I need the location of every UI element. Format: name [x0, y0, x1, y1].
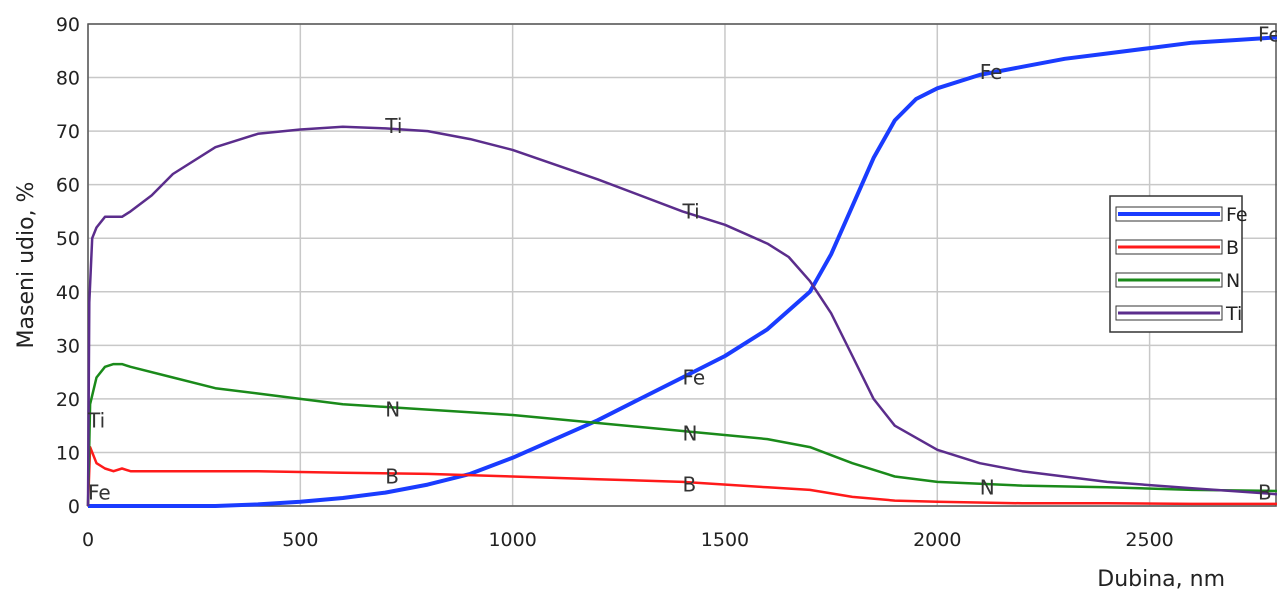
- x-axis-ticks: 0 500 1000 1500 2000 2500: [82, 529, 1174, 551]
- x-tick-label: 500: [282, 529, 318, 551]
- curve-label: B: [1258, 481, 1272, 505]
- y-tick-label: 50: [56, 228, 80, 250]
- x-tick-label: 1000: [488, 529, 536, 551]
- curve-label: Ti: [682, 199, 700, 223]
- curve-label: Fe: [1258, 23, 1277, 47]
- y-tick-label: 70: [56, 121, 80, 143]
- curve-label: Fe: [88, 481, 111, 505]
- curve-label: B: [385, 465, 399, 489]
- y-tick-label: 60: [56, 175, 80, 197]
- x-axis-title: Dubina, nm: [1097, 567, 1225, 592]
- y-tick-label: 40: [56, 282, 80, 304]
- legend-label: Ti: [1225, 303, 1242, 325]
- series-line-ti: [88, 127, 1277, 506]
- x-tick-label: 2500: [1125, 529, 1173, 551]
- y-tick-label: 90: [56, 14, 80, 36]
- curve-label: N: [385, 398, 400, 422]
- curve-label: Fe: [980, 60, 1003, 84]
- curve-label: Ti: [384, 114, 402, 138]
- curve-label: Fe: [683, 365, 706, 389]
- legend-label: Fe: [1226, 204, 1248, 226]
- curve-label: N: [683, 422, 698, 446]
- curve-label: N: [980, 475, 995, 499]
- y-tick-label: 10: [56, 442, 80, 464]
- curve-label: Ti: [87, 408, 105, 432]
- legend-label: B: [1226, 237, 1239, 259]
- y-tick-label: 20: [56, 389, 80, 411]
- legend: Fe BN Ti: [1110, 196, 1248, 332]
- x-tick-label: 1500: [701, 529, 749, 551]
- legend-label: N: [1226, 270, 1240, 292]
- y-axis-ticks: 0 10 20 30 40 50 60 70 80 90: [56, 14, 80, 518]
- y-tick-label: 80: [56, 68, 80, 90]
- curve-label: B: [683, 473, 697, 497]
- y-axis-title: Maseni udio, %: [14, 182, 39, 349]
- x-tick-label: 0: [82, 529, 94, 551]
- y-tick-label: 0: [68, 496, 80, 518]
- y-tick-label: 30: [56, 335, 80, 357]
- x-tick-label: 2000: [913, 529, 961, 551]
